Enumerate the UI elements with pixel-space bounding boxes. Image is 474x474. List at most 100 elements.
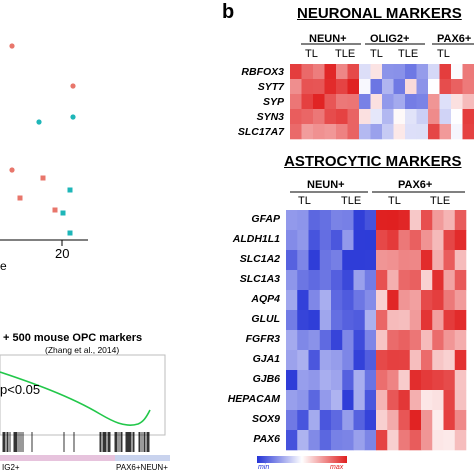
gsea-enrichment-curve	[0, 371, 151, 426]
heatmap-cell	[454, 310, 467, 331]
heatmap-cell	[405, 79, 417, 95]
heatmap-cell	[353, 210, 366, 231]
heatmap-cell	[376, 330, 388, 351]
heatmap-cell	[290, 79, 302, 95]
heatmap-cell	[376, 350, 388, 371]
heatmap-cell	[387, 330, 399, 351]
heatmap-cell	[336, 94, 348, 110]
scatter-point	[70, 83, 76, 89]
heatmap-cell	[376, 290, 388, 311]
astro-group-neun: NEUN+	[307, 179, 345, 191]
heatmap-cell	[286, 290, 298, 311]
heatmap-cell	[336, 124, 348, 140]
heatmap-cell	[297, 430, 309, 451]
heatmap-cell	[308, 270, 321, 291]
heatmap-cell	[353, 290, 366, 311]
heatmap-cell	[428, 64, 440, 80]
heatmap-cell	[297, 290, 309, 311]
heatmap-cell	[308, 330, 321, 351]
heatmap-cell	[454, 430, 467, 451]
heatmap-cell	[301, 64, 314, 80]
heatmap-cell	[308, 350, 321, 371]
heatmap-cell	[301, 109, 314, 125]
heatmap-cell	[347, 124, 360, 140]
heatmap-cell	[324, 94, 337, 110]
heatmap-cell	[308, 310, 321, 331]
heatmap-cell	[347, 79, 360, 95]
heatmap-cell	[409, 330, 422, 351]
gene-label: SYP	[262, 96, 284, 108]
heatmap-cell	[382, 94, 394, 110]
heatmap-cell	[454, 330, 467, 351]
heatmap-cell	[308, 370, 321, 391]
heatmap-cell	[432, 270, 444, 291]
heatmap-cell	[286, 410, 298, 431]
heatmap-cell	[364, 210, 377, 231]
heatmap-cell	[319, 210, 332, 231]
heatmap-cell	[382, 109, 394, 125]
heatmap-cell	[331, 230, 343, 251]
panel-letter-b: b	[222, 1, 235, 23]
heatmap-cell	[342, 210, 354, 231]
heatmap-cell	[324, 109, 337, 125]
heatmap-cell	[454, 250, 467, 271]
heatmap-cell	[331, 210, 343, 231]
heatmap-cell	[308, 390, 321, 411]
heatmap-cell	[421, 270, 433, 291]
heatmap-cell	[416, 64, 429, 80]
heatmap-cell	[319, 230, 332, 251]
scatter-point	[67, 230, 73, 236]
heatmap-cell	[421, 230, 433, 251]
heatmap-cell	[376, 210, 388, 231]
heatmap-cell	[387, 310, 399, 331]
heatmap-cell	[301, 94, 314, 110]
heatmap-cell	[319, 270, 332, 291]
heatmap-cell	[393, 79, 406, 95]
heatmap-cell	[421, 390, 433, 411]
neuronal-group-olig2: OLIG2+	[370, 33, 410, 45]
heatmap-cell	[376, 410, 388, 431]
heatmap-cell	[319, 290, 332, 311]
heatmap-cell	[443, 350, 456, 371]
heatmap-cell	[428, 94, 440, 110]
heatmap-cell	[370, 79, 383, 95]
heatmap-cell	[428, 109, 440, 125]
heatmap-cell	[342, 430, 354, 451]
heatmap-cell	[451, 79, 463, 95]
heatmap-cell	[370, 124, 383, 140]
heatmap-cell	[398, 390, 411, 411]
heatmap-cell	[432, 370, 444, 391]
astro-sub-tle-1: TLE	[341, 195, 362, 207]
heatmap-cell	[297, 390, 309, 411]
scatter-point	[60, 210, 66, 216]
heatmap-cell	[409, 230, 422, 251]
heatmap-cell	[387, 370, 399, 391]
heatmap-cell	[347, 94, 360, 110]
heatmap-cell	[342, 350, 354, 371]
astrocytic-heatmap	[286, 210, 467, 451]
heatmap-cell	[353, 410, 366, 431]
heatmap-cell	[405, 109, 417, 125]
heatmap-cell	[398, 270, 411, 291]
heatmap-cell	[454, 350, 467, 371]
heatmap-cell	[319, 330, 332, 351]
heatmap-cell	[416, 94, 429, 110]
heatmap-cell	[331, 390, 343, 411]
heatmap-cell	[387, 290, 399, 311]
heatmap-cell	[364, 350, 377, 371]
heatmap-cell	[428, 124, 440, 140]
heatmap-cell	[353, 330, 366, 351]
heatmap-cell	[359, 109, 371, 125]
heatmap-cell	[421, 290, 433, 311]
heatmap-cell	[359, 79, 371, 95]
heatmap-cell	[451, 109, 463, 125]
heatmap-cell	[432, 230, 444, 251]
neuronal-group-pax6: PAX6+	[437, 33, 472, 45]
heatmap-cell	[432, 250, 444, 271]
heatmap-cell	[308, 290, 321, 311]
heatmap-cell	[297, 310, 309, 331]
heatmap-cell	[353, 350, 366, 371]
heatmap-cell	[319, 370, 332, 391]
heatmap-cell	[451, 64, 463, 80]
